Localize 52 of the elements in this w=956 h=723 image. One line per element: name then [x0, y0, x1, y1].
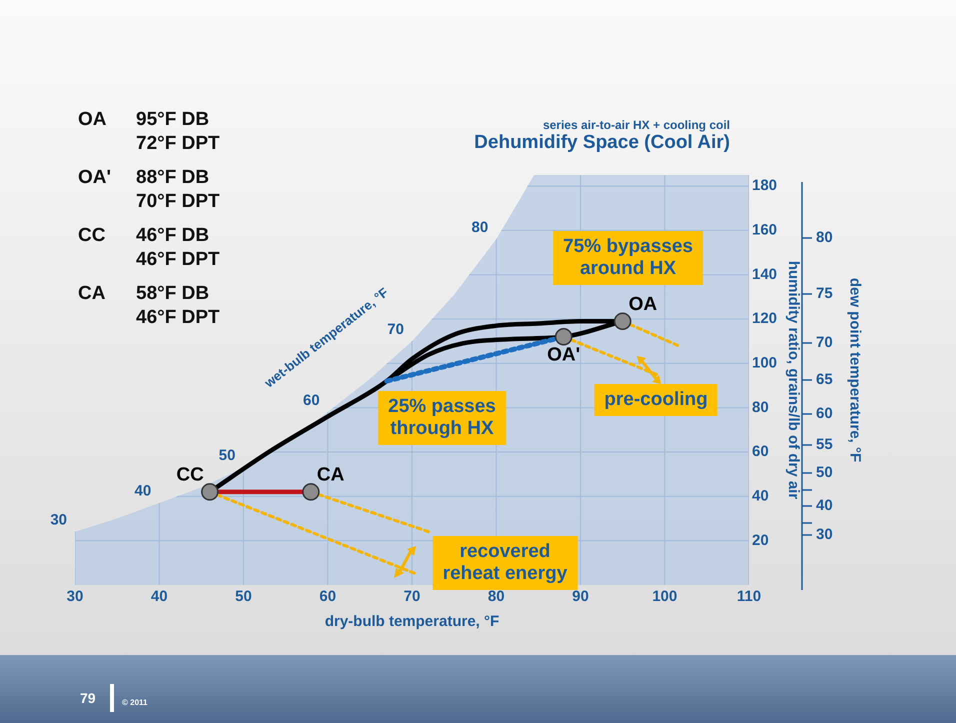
annotation: 30 — [50, 511, 67, 528]
x-tick-label: 30 — [66, 588, 84, 606]
series-label: OA' — [547, 344, 580, 366]
text: OA' 88°F DB 70°F DPT — [78, 167, 220, 212]
text: 60 — [816, 405, 833, 423]
text: 65 — [816, 371, 833, 389]
y-tick-label: 140 — [752, 266, 778, 283]
callout-box: 25% passes through HX — [378, 391, 506, 445]
annotation: 60 — [303, 392, 320, 409]
series-label: CA — [316, 464, 345, 486]
chart-subtitle: series air-to-air HX + cooling coil — [542, 118, 730, 132]
text: 30 — [816, 526, 833, 544]
text: 50 — [816, 464, 833, 482]
x-tick-label: 40 — [150, 588, 168, 606]
callout-box: 75% bypasses around HX — [553, 231, 703, 285]
y-tick-label: 100 — [752, 354, 778, 372]
callout-box: recovered reheat energy — [432, 536, 578, 590]
y-tick-label: 20 — [752, 532, 769, 549]
x-tick-label: 80 — [488, 588, 505, 606]
x-tick-label: 60 — [319, 588, 336, 606]
y-tick-label: 60 — [752, 443, 769, 460]
chart-title: Dehumidify Space (Cool Air) — [474, 132, 730, 154]
x-tick-label: 100 — [652, 588, 678, 606]
text: dew point temperature, °F — [846, 278, 864, 462]
y-tick-label: 120 — [752, 310, 778, 328]
annotation: 40 — [134, 482, 152, 500]
y-tick-label: 180 — [752, 177, 778, 194]
y-tick-label: 80 — [752, 398, 769, 416]
text: 80 — [816, 229, 833, 247]
text: CA 58°F DB 46°F DPT — [78, 283, 220, 328]
series-label: OA — [628, 294, 658, 316]
text: 75 — [816, 285, 833, 303]
annotation: 80 — [472, 218, 488, 236]
text: 55 — [816, 436, 833, 454]
text: CC 46°F DB 46°F DPT — [78, 225, 220, 270]
text: 40 — [816, 497, 833, 515]
x-tick-label: 50 — [235, 588, 252, 606]
text: 79 — [80, 690, 96, 706]
text: 70 — [816, 334, 833, 352]
callout-box: pre-cooling — [594, 384, 718, 416]
x-tick-label: 90 — [572, 588, 589, 606]
annotation: 50 — [218, 447, 236, 464]
x-tick-label: 110 — [736, 588, 762, 606]
y-tick-label: 160 — [752, 222, 778, 239]
y-axis-title: humidity ratio, grains/lb of dry air — [784, 260, 802, 500]
x-tick-label: 70 — [404, 588, 420, 606]
annotation: 70 — [387, 320, 404, 338]
text: OA 95°F DB 72°F DPT — [78, 109, 220, 154]
text: © 2011 — [122, 698, 148, 707]
x-axis-title: dry-bulb temperature, °F — [324, 613, 500, 630]
series-label: CC — [176, 464, 204, 486]
y-tick-label: 40 — [752, 487, 769, 504]
